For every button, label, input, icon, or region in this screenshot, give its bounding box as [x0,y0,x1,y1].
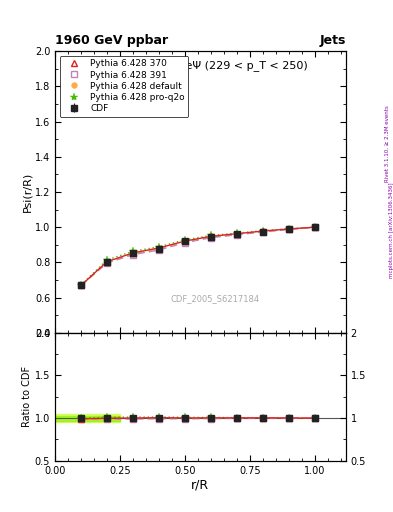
Pythia 6.428 default [234,231,239,238]
Pythia 6.428 391 [208,234,213,241]
Pythia 6.428 pro-q2o [130,248,135,254]
Pythia 6.428 370 [79,283,83,289]
Pythia 6.428 370 [286,226,291,232]
Pythia 6.428 370 [156,245,161,251]
Pythia 6.428 pro-q2o [261,228,265,234]
Pythia 6.428 default [182,239,187,245]
Pythia 6.428 370 [182,238,187,244]
X-axis label: r/R: r/R [191,478,209,492]
Pythia 6.428 391 [261,229,265,235]
Y-axis label: Ratio to CDF: Ratio to CDF [22,366,32,428]
Pythia 6.428 391 [286,226,291,232]
Pythia 6.428 370 [208,233,213,240]
Pythia 6.428 370 [130,250,135,256]
Pythia 6.428 391 [312,224,317,230]
Text: CDF_2005_S6217184: CDF_2005_S6217184 [171,294,259,304]
Text: 1960 GeV ppbar: 1960 GeV ppbar [55,33,168,47]
Pythia 6.428 pro-q2o [182,237,187,243]
Pythia 6.428 391 [182,240,187,246]
Pythia 6.428 default [286,226,291,232]
Pythia 6.428 pro-q2o [79,282,83,288]
Pythia 6.428 pro-q2o [286,226,291,232]
Pythia 6.428 pro-q2o [312,224,317,230]
Text: mcplots.cern.ch [arXiv:1306.3436]: mcplots.cern.ch [arXiv:1306.3436] [389,183,393,278]
Legend: Pythia 6.428 370, Pythia 6.428 391, Pythia 6.428 default, Pythia 6.428 pro-q2o, : Pythia 6.428 370, Pythia 6.428 391, Pyth… [59,56,189,117]
Pythia 6.428 370 [234,230,239,237]
Pythia 6.428 default [130,251,135,257]
Pythia 6.428 391 [130,251,135,258]
Pythia 6.428 default [105,259,109,265]
Line: Pythia 6.428 370: Pythia 6.428 370 [77,224,318,289]
Pythia 6.428 370 [261,228,265,234]
Pythia 6.428 default [156,246,161,252]
Line: Pythia 6.428 pro-q2o: Pythia 6.428 pro-q2o [77,223,319,289]
Line: Pythia 6.428 default: Pythia 6.428 default [78,224,318,288]
Pythia 6.428 default [79,282,83,288]
Pythia 6.428 pro-q2o [156,244,161,250]
Pythia 6.428 391 [105,260,109,266]
Y-axis label: Psi(r/R): Psi(r/R) [22,172,32,212]
Text: Integral jet shapeΨ (229 < p_T < 250): Integral jet shapeΨ (229 < p_T < 250) [94,60,307,71]
Pythia 6.428 391 [79,283,83,289]
Pythia 6.428 pro-q2o [105,257,109,263]
Pythia 6.428 default [312,224,317,230]
Pythia 6.428 default [261,228,265,234]
Pythia 6.428 pro-q2o [234,230,239,236]
Text: Rivet 3.1.10, ≥ 2.3M events: Rivet 3.1.10, ≥ 2.3M events [385,105,389,182]
Pythia 6.428 pro-q2o [208,232,213,239]
Pythia 6.428 391 [234,232,239,238]
Pythia 6.428 default [208,234,213,240]
Pythia 6.428 391 [156,247,161,253]
Text: Jets: Jets [320,33,346,47]
Pythia 6.428 370 [312,224,317,230]
Line: Pythia 6.428 391: Pythia 6.428 391 [78,224,318,288]
Pythia 6.428 370 [105,259,109,265]
